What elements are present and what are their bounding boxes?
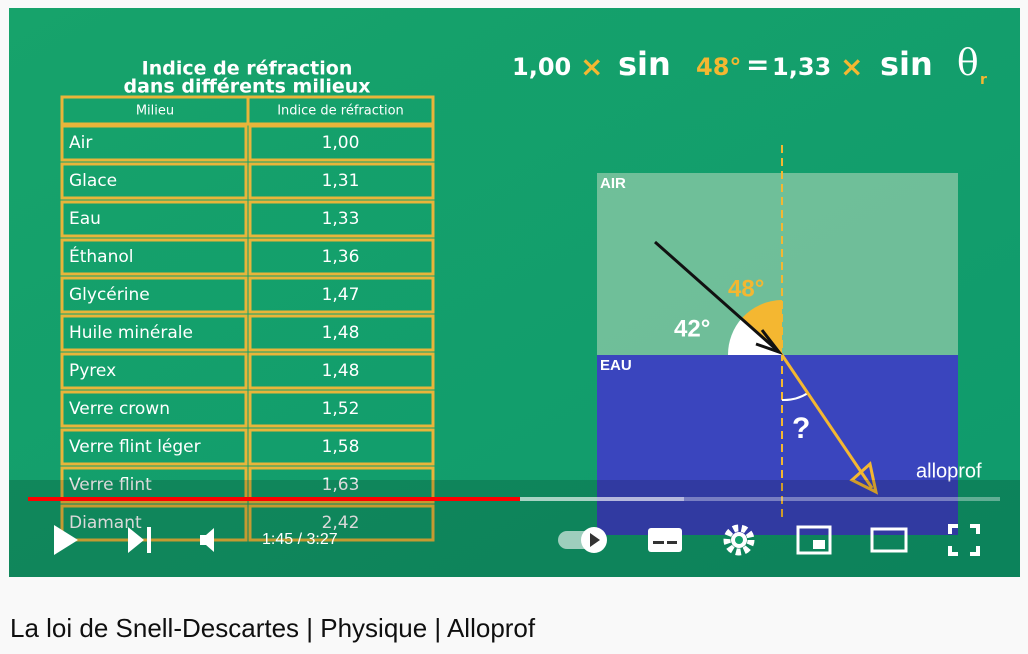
next-button[interactable] bbox=[128, 527, 151, 553]
subtitles-button[interactable] bbox=[648, 528, 682, 552]
table-row bbox=[248, 162, 435, 200]
table-cell: Éthanol bbox=[69, 245, 134, 267]
eq-theta: θ bbox=[957, 43, 979, 84]
table-row bbox=[248, 390, 435, 428]
fullscreen-button[interactable] bbox=[948, 524, 980, 556]
settings-button[interactable] bbox=[723, 524, 755, 556]
table-row bbox=[248, 276, 435, 314]
table-cell: 1,31 bbox=[322, 171, 360, 191]
table-cell: 1,36 bbox=[322, 247, 360, 267]
table-row bbox=[248, 466, 435, 504]
subtitle-line bbox=[653, 541, 664, 544]
table-cell: Verre flint bbox=[69, 475, 152, 495]
incident-ray bbox=[654, 240, 779, 353]
table-cell: 1,47 bbox=[322, 285, 360, 305]
subtitle-line bbox=[667, 541, 677, 544]
table-cell: 1,48 bbox=[322, 361, 360, 381]
table-row bbox=[60, 466, 248, 504]
eq-angle: 48° bbox=[696, 53, 741, 81]
eq-coef: 1,00 bbox=[512, 53, 571, 81]
table-cell: Glace bbox=[69, 171, 117, 191]
equation: 1,00 × sin 48° = 1,33 × sin θ r bbox=[512, 43, 987, 88]
eq-times: × bbox=[840, 50, 863, 83]
eq-coef: 1,33 bbox=[772, 53, 831, 81]
table-cell: Air bbox=[69, 133, 92, 153]
theater-button[interactable] bbox=[870, 527, 908, 553]
table-cell: Verre flint léger bbox=[69, 437, 201, 457]
angle-arc bbox=[727, 318, 782, 355]
volume-button[interactable] bbox=[200, 528, 214, 552]
table-title: dans différents milieux bbox=[123, 76, 370, 98]
refracted-ray bbox=[780, 354, 874, 489]
miniplayer-button[interactable] bbox=[796, 525, 832, 555]
table-cell: Glycérine bbox=[69, 285, 150, 305]
unknown-angle: ? bbox=[792, 412, 810, 445]
table-cell: 1,52 bbox=[322, 399, 360, 419]
video-player[interactable]: Indice de réfraction dans différents mil… bbox=[9, 8, 1020, 577]
table-row bbox=[60, 238, 248, 276]
table-cell: 1,58 bbox=[322, 437, 360, 457]
table-row bbox=[248, 428, 435, 466]
index-table: Milieu Indice de réfraction Air 1,00 Glace 1,… bbox=[60, 95, 435, 542]
arrow-head bbox=[849, 461, 879, 495]
table-cell: Huile minérale bbox=[69, 323, 193, 343]
table-row bbox=[248, 504, 435, 542]
table-cell: Pyrex bbox=[69, 361, 116, 381]
table-header-cell: Milieu bbox=[136, 104, 174, 119]
table-header-cell: Indice de réfraction bbox=[277, 104, 404, 119]
table-row bbox=[60, 428, 248, 466]
table-cell: 1,48 bbox=[322, 323, 360, 343]
table-cell: 2,42 bbox=[322, 513, 360, 533]
eq-sin: sin bbox=[618, 45, 671, 83]
table-cell: 1,33 bbox=[322, 209, 360, 229]
table-row bbox=[60, 390, 248, 428]
air-label: AIR bbox=[600, 175, 626, 192]
water-region bbox=[597, 355, 958, 535]
table-cell: Eau bbox=[69, 209, 101, 229]
table-row bbox=[60, 200, 248, 238]
autoplay-icon bbox=[590, 533, 600, 547]
table-row bbox=[60, 276, 248, 314]
table-row bbox=[60, 504, 248, 542]
complement-angle: 42° bbox=[674, 315, 710, 342]
watermark: alloprof bbox=[916, 460, 982, 482]
eq-sub: r bbox=[980, 72, 987, 88]
incidence-angle: 48° bbox=[728, 275, 764, 302]
table-row bbox=[248, 352, 435, 390]
arrow-head bbox=[755, 329, 784, 356]
table-cell: 1,00 bbox=[322, 133, 360, 153]
eq-equals: = bbox=[746, 48, 769, 81]
table-cell: Diamant bbox=[69, 513, 142, 533]
eq-times: × bbox=[580, 50, 603, 83]
table-row bbox=[60, 162, 248, 200]
table-title: Indice de réfraction bbox=[142, 58, 353, 80]
time-display: 1:45 / 3:27 bbox=[262, 531, 338, 548]
table-cell: 1,63 bbox=[322, 475, 360, 495]
controls-shade bbox=[9, 480, 1020, 577]
play-button[interactable] bbox=[54, 525, 78, 555]
video-title: La loi de Snell-Descartes | Physique | A… bbox=[10, 613, 536, 643]
eq-sin: sin bbox=[880, 45, 933, 83]
table-row bbox=[248, 124, 435, 162]
table-row bbox=[60, 124, 248, 162]
table-cell: Verre crown bbox=[69, 399, 170, 419]
progress-played bbox=[28, 497, 520, 501]
table-row bbox=[60, 352, 248, 390]
table-row bbox=[248, 200, 435, 238]
settings-hole bbox=[735, 536, 743, 544]
water-label: EAU bbox=[600, 357, 632, 374]
table-row bbox=[248, 314, 435, 352]
table-row bbox=[248, 238, 435, 276]
refraction-diagram: AIR EAU 48° 42° ? bbox=[597, 145, 958, 535]
miniplayer-icon bbox=[813, 540, 825, 549]
table-row bbox=[60, 314, 248, 352]
